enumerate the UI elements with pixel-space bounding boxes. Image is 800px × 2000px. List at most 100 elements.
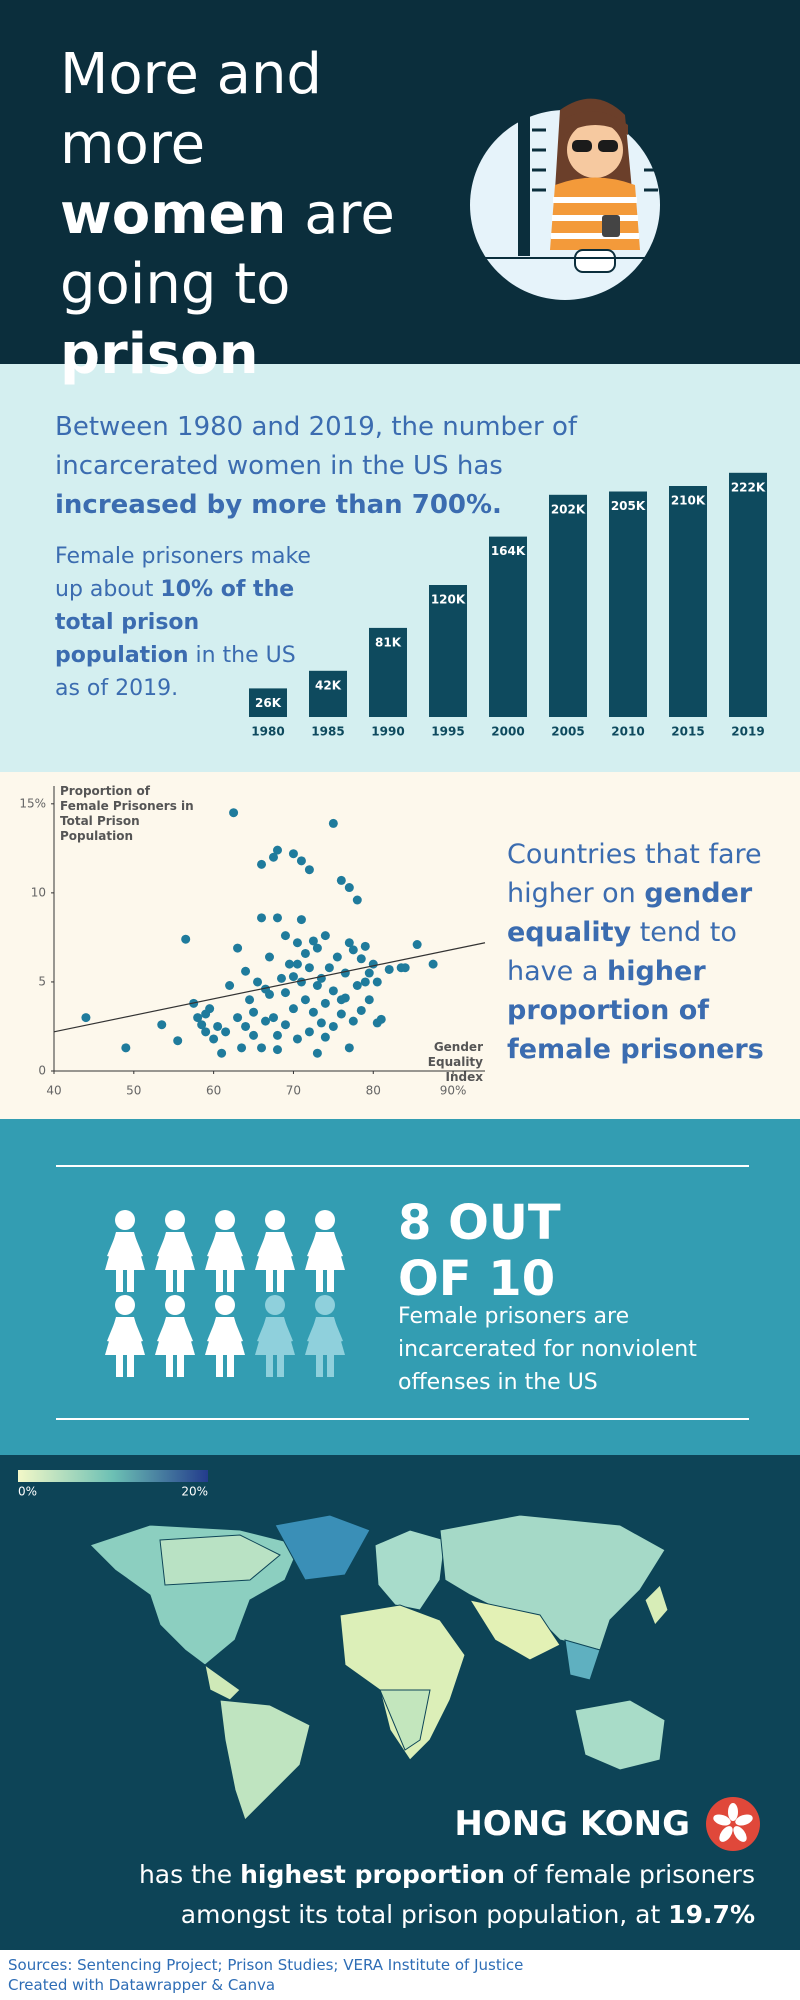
x-tick-label: 70 bbox=[286, 1084, 301, 1098]
x-tick-label: 80 bbox=[366, 1084, 381, 1098]
world-map bbox=[89, 1514, 669, 1821]
scatter-point bbox=[241, 1021, 251, 1031]
scatter-point bbox=[213, 1021, 223, 1031]
text-part: has the bbox=[138, 1860, 233, 1889]
scatter-point bbox=[336, 875, 346, 885]
scatter-point bbox=[344, 883, 354, 893]
bar bbox=[369, 627, 407, 717]
legend-label: 0% bbox=[18, 1485, 37, 1499]
value-label: 210K bbox=[671, 494, 706, 508]
bar bbox=[489, 536, 527, 717]
value-label: 42K bbox=[315, 678, 342, 692]
prisoner-illustration bbox=[460, 96, 735, 300]
text-part: 19.7% bbox=[668, 1900, 755, 1929]
x-tick-label: 2000 bbox=[491, 725, 524, 739]
scatter-point bbox=[276, 973, 286, 983]
scatter-point bbox=[348, 945, 358, 955]
scatter-point bbox=[360, 941, 370, 951]
value-label: 81K bbox=[375, 635, 402, 649]
scatter-point bbox=[428, 959, 438, 969]
scatter-point bbox=[261, 984, 271, 994]
scatter-point bbox=[332, 952, 342, 962]
scatter-point bbox=[193, 1013, 203, 1023]
scatter-note: Countries that fare higher on gender equ… bbox=[507, 835, 777, 1069]
x-tick-label: 2015 bbox=[671, 725, 704, 739]
value-label: 222K bbox=[731, 480, 766, 494]
scatter-point bbox=[268, 852, 278, 862]
scatter-point bbox=[173, 1036, 183, 1046]
x-tick-label: 2005 bbox=[551, 725, 584, 739]
scatter-point bbox=[225, 981, 235, 990]
footer-bg bbox=[0, 1950, 800, 2000]
scatter-point bbox=[261, 1016, 271, 1026]
scatter-point bbox=[292, 959, 302, 969]
scatter-point bbox=[316, 1018, 326, 1028]
y-tick-label: 10 bbox=[31, 885, 46, 899]
scatter-point bbox=[181, 934, 191, 944]
scatter-point bbox=[344, 1043, 354, 1053]
x-tick-label: 1995 bbox=[431, 725, 464, 739]
text-part: tend to have a bbox=[507, 917, 737, 987]
scatter-point bbox=[344, 938, 354, 948]
bar bbox=[669, 486, 707, 717]
scatter-point bbox=[296, 856, 306, 866]
scatter-point bbox=[328, 818, 338, 828]
scatter-point bbox=[229, 808, 239, 818]
scatter-point bbox=[268, 1013, 278, 1023]
bar bbox=[429, 585, 467, 717]
bar bbox=[309, 670, 347, 717]
value-label: 164K bbox=[491, 544, 526, 558]
scatter-point bbox=[217, 1048, 227, 1058]
scatter-point bbox=[356, 954, 366, 964]
x-tick-label: 90% bbox=[440, 1084, 467, 1098]
scatter-point bbox=[340, 968, 350, 978]
bar bbox=[249, 688, 287, 717]
credit: Created with Datawrapper & Canva bbox=[8, 1976, 276, 1994]
scatter-point bbox=[376, 1014, 386, 1024]
scatter-point bbox=[237, 1043, 247, 1053]
scatter-point bbox=[292, 938, 302, 948]
scatter-point bbox=[352, 895, 362, 905]
scatter-point bbox=[308, 936, 318, 946]
scatter-point bbox=[356, 1005, 366, 1015]
y-tick-label: 0 bbox=[38, 1064, 46, 1078]
text-part: gender equality bbox=[507, 878, 753, 948]
scatter-section-bg bbox=[0, 772, 800, 1119]
scatter-point bbox=[312, 1048, 322, 1058]
scatter-point bbox=[308, 1007, 318, 1017]
scatter-point bbox=[364, 995, 374, 1005]
x-tick-label: 60 bbox=[206, 1084, 221, 1098]
stat-text: Female prisoners are incarcerated for no… bbox=[398, 1304, 697, 1395]
growth-text: Between 1980 and 2019, the number of inc… bbox=[55, 408, 595, 525]
trendline bbox=[53, 942, 486, 1033]
title-part: prison bbox=[60, 322, 259, 387]
scatter-point bbox=[280, 988, 290, 998]
text-part: higher proportion of female prisoners bbox=[507, 956, 764, 1065]
scatter-point bbox=[304, 963, 314, 973]
text-part: increased by more than 700%. bbox=[55, 490, 502, 520]
scatter-point bbox=[233, 943, 243, 953]
text-part: of female prisoners amongst its total pr… bbox=[180, 1860, 755, 1929]
scatter-point bbox=[304, 865, 314, 875]
title-part: women bbox=[60, 182, 287, 247]
x-axis-title: Gender Equality Index bbox=[427, 1040, 483, 1084]
title: More and more women are going to prison bbox=[60, 40, 440, 390]
scatter-point bbox=[352, 981, 362, 990]
scatter-point bbox=[265, 952, 274, 962]
scatter-point bbox=[257, 913, 267, 923]
highlight-country: HONG KONG bbox=[454, 1804, 690, 1844]
scatter-point bbox=[328, 1021, 338, 1031]
text-part: Countries that fare higher on bbox=[507, 839, 762, 909]
sources: Sources: Sentencing Project; Prison Stud… bbox=[8, 1956, 524, 1974]
scatter-point bbox=[209, 1034, 219, 1044]
scatter-point bbox=[300, 995, 310, 1005]
scatter-point bbox=[280, 1020, 290, 1030]
scatter-point bbox=[197, 1020, 207, 1030]
scatter-point bbox=[312, 981, 322, 990]
scatter-point bbox=[312, 943, 322, 953]
scatter-point bbox=[288, 972, 298, 982]
scatter-point bbox=[336, 995, 346, 1005]
scatter-point bbox=[233, 1013, 243, 1023]
scatter-point bbox=[272, 845, 282, 855]
